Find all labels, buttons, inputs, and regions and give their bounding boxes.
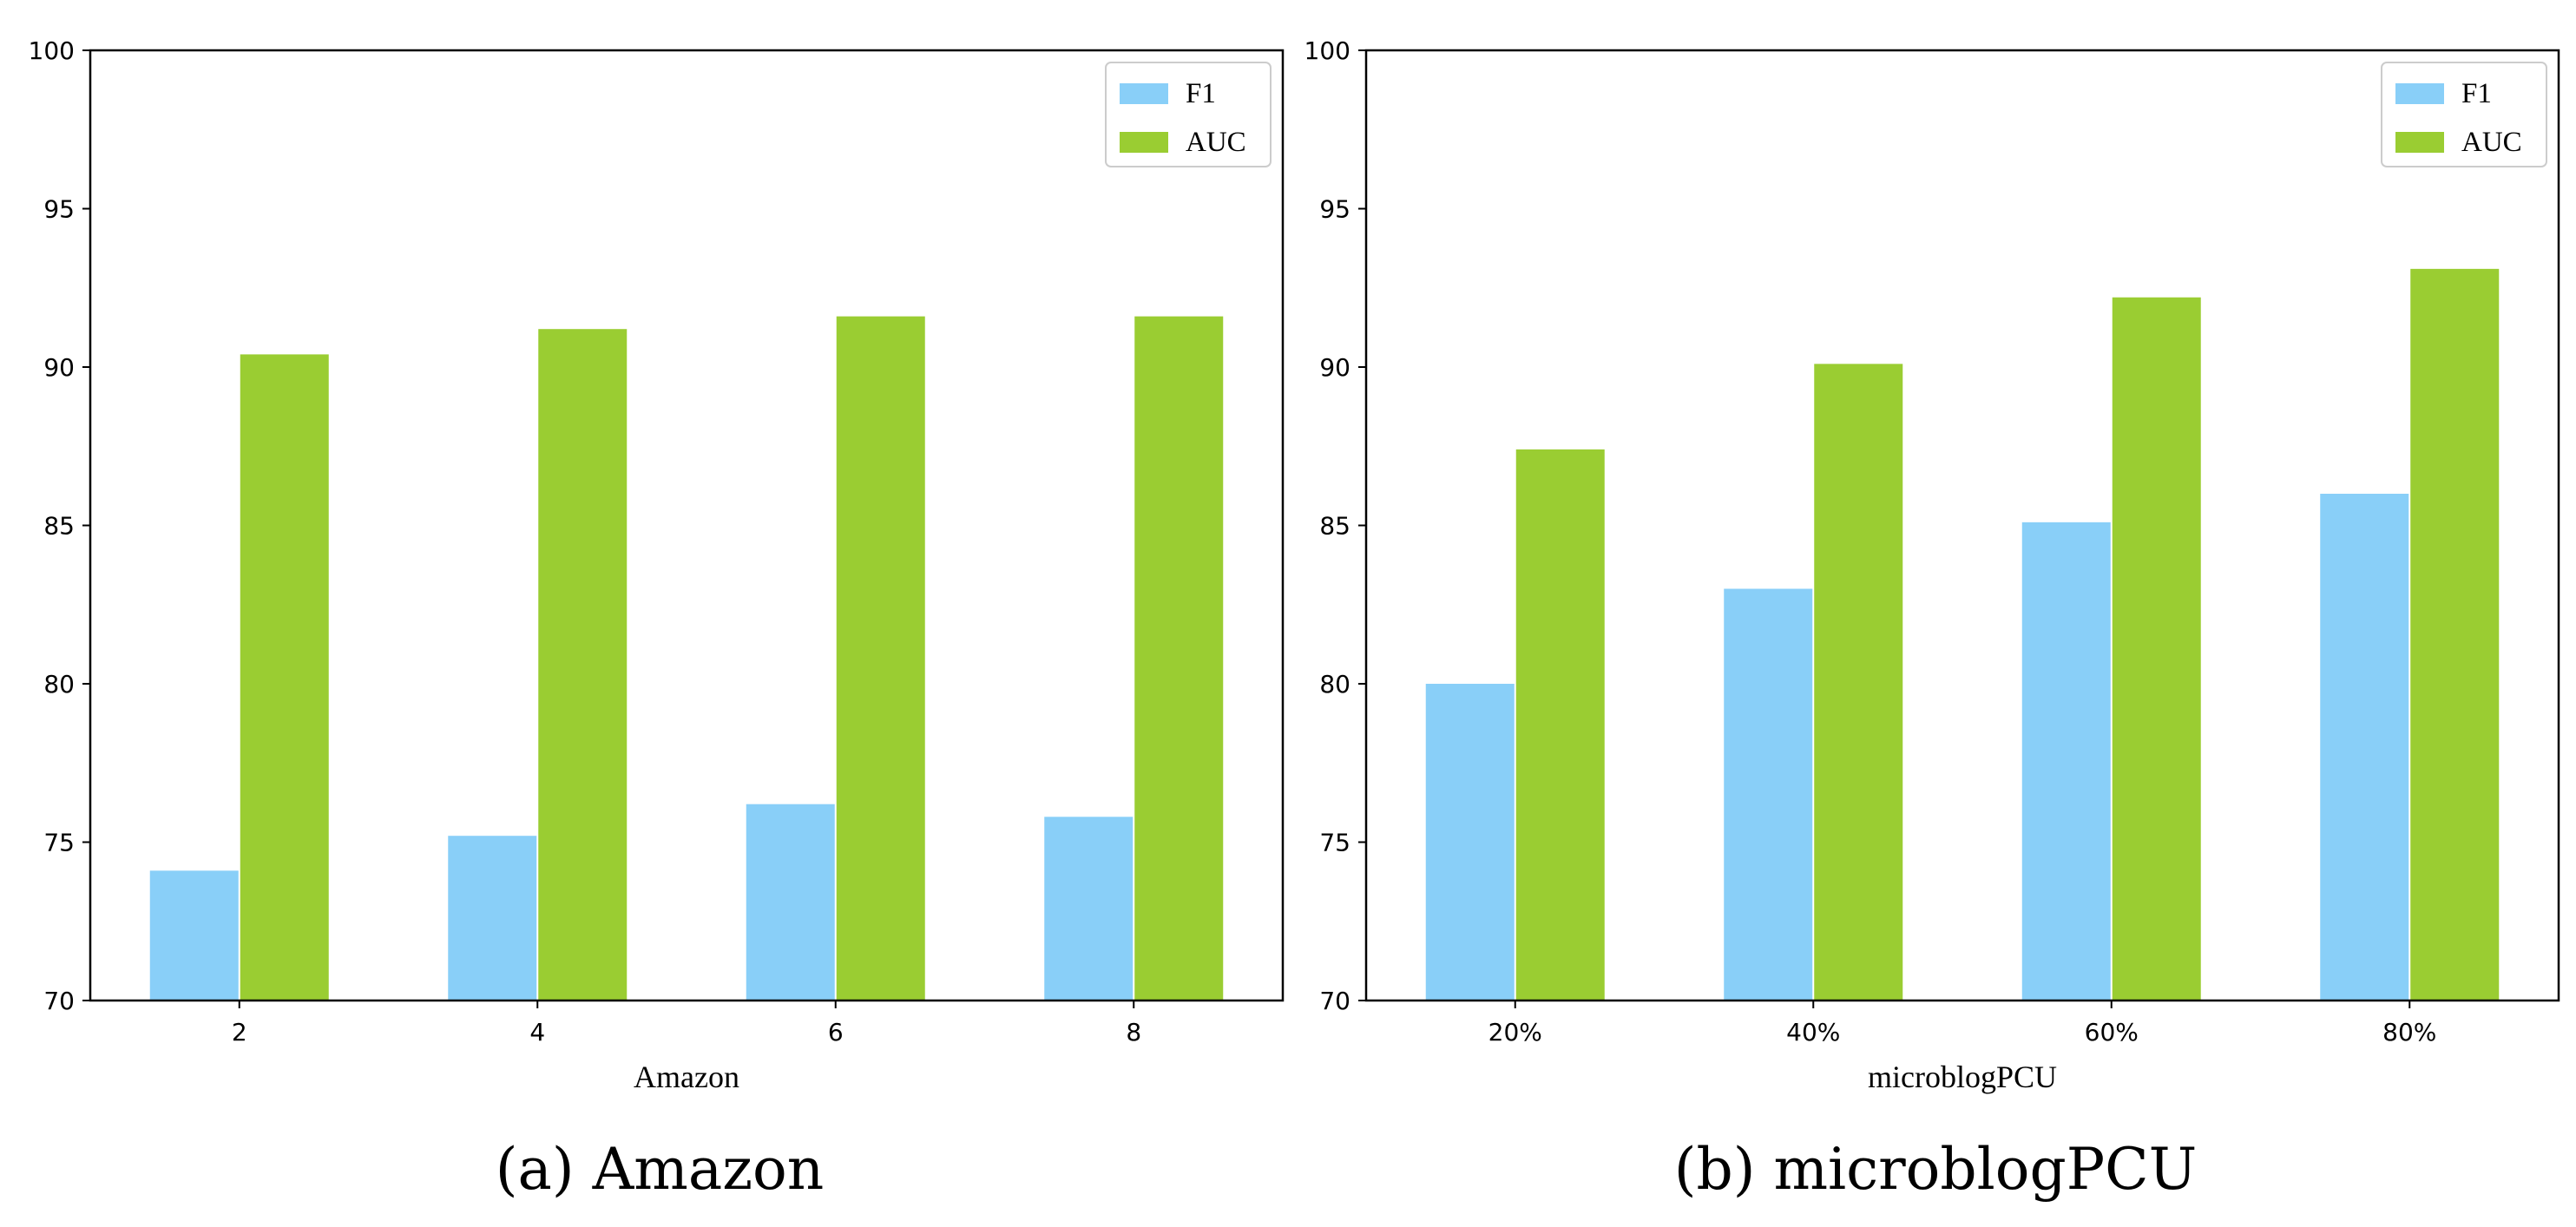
- bar-f1-1: [1425, 684, 1515, 1001]
- legend-swatch-auc: [2395, 132, 2444, 153]
- y-tick-label: 75: [43, 829, 75, 857]
- chart-panel-b: 20% 40% 60% 80% 70 75 80 85 90 95 100 microblogPCU F…: [1304, 36, 2560, 1203]
- y-tick-label: 80: [1319, 670, 1350, 699]
- y-tick-label: 75: [1319, 829, 1350, 857]
- legend-label-f1: F1: [1186, 78, 1216, 109]
- bar-f1-4: [2320, 494, 2409, 1001]
- bar-auc-1: [1515, 449, 1605, 1001]
- x-tick-label: 40%: [1786, 1018, 1840, 1047]
- legend: F1 AUC: [1105, 62, 1272, 167]
- y-tick-label: 100: [1304, 36, 1350, 65]
- plot-frame: [89, 49, 1285, 1002]
- x-tick-label: 8: [1126, 1018, 1141, 1047]
- x-axis-label: Amazon: [634, 1060, 739, 1094]
- bar-auc-2: [538, 329, 628, 1001]
- bar-auc-1: [240, 354, 329, 1001]
- bar-f1-2: [448, 836, 537, 1001]
- y-tick-label: 95: [43, 195, 75, 224]
- caption-letter: (b): [1674, 1136, 1756, 1203]
- y-tick-label: 70: [1319, 987, 1350, 1015]
- x-tick-label: 20%: [1488, 1018, 1542, 1047]
- legend-swatch-f1: [2395, 83, 2444, 104]
- panel-caption: (b) microblogPCU: [1674, 1136, 2198, 1203]
- x-tick-label: 4: [529, 1018, 545, 1047]
- legend-swatch-f1: [1120, 83, 1168, 104]
- y-tick-label: 95: [1319, 195, 1350, 224]
- bar-f1-3: [746, 804, 835, 1001]
- y-tick-label: 90: [43, 353, 75, 382]
- bar-auc-4: [1134, 316, 1224, 1001]
- legend-label-auc: AUC: [2461, 127, 2522, 158]
- caption-text: microblogPCU: [1755, 1136, 2197, 1203]
- caption-letter: (a): [496, 1136, 575, 1203]
- x-tick-label: 60%: [2085, 1018, 2139, 1047]
- bar-auc-3: [2112, 297, 2201, 1001]
- y-tick-label: 85: [1319, 512, 1350, 541]
- legend-label-auc: AUC: [1186, 127, 1246, 158]
- y-tick-label: 90: [1319, 353, 1350, 382]
- chart-panel-a: 2 4 6 8 70 75 80 85 90 95 100 Amazon F1 AUC (a) Amazon: [29, 36, 1285, 1203]
- x-tick-label: 2: [232, 1018, 247, 1047]
- panel-caption: (a) Amazon: [496, 1136, 824, 1203]
- legend-label-f1: F1: [2461, 78, 2492, 109]
- x-tick-label: 80%: [2382, 1018, 2436, 1047]
- bar-f1-3: [2021, 522, 2111, 1001]
- y-tick-label: 80: [43, 670, 75, 699]
- x-axis-label: microblogPCU: [1868, 1060, 2057, 1094]
- caption-text: Amazon: [575, 1136, 825, 1203]
- legend: F1 AUC: [2381, 62, 2547, 167]
- y-tick-label: 100: [29, 36, 75, 65]
- bar-f1-2: [1724, 588, 1813, 1001]
- bar-auc-4: [2410, 268, 2500, 1001]
- bar-auc-3: [836, 316, 925, 1001]
- bar-f1-4: [1044, 817, 1134, 1001]
- plot-frame: [1364, 49, 2560, 1002]
- x-tick-label: 6: [828, 1018, 844, 1047]
- bar-f1-1: [149, 870, 239, 1001]
- y-tick-label: 85: [43, 512, 75, 541]
- bar-auc-2: [1814, 364, 1903, 1001]
- y-tick-label: 70: [43, 987, 75, 1015]
- legend-swatch-auc: [1120, 132, 1168, 153]
